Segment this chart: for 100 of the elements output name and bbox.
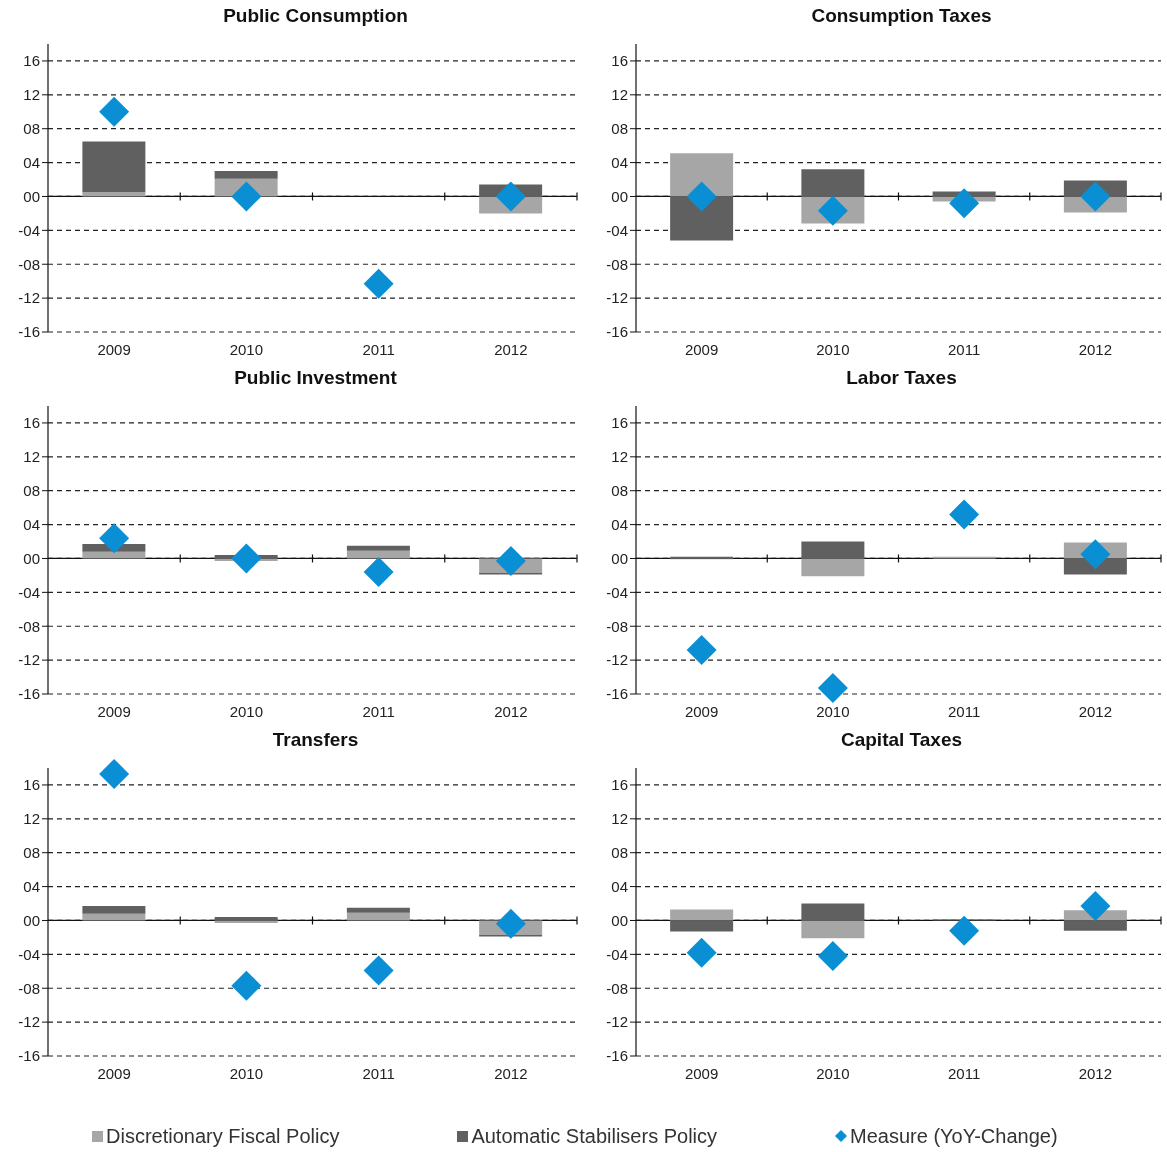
- x-tick-label: 2009: [684, 1064, 719, 1082]
- bar: [82, 141, 146, 193]
- y-tick-label: -16: [18, 323, 40, 341]
- y-tick-label: -04: [18, 945, 40, 963]
- y-tick-label: -04: [606, 221, 628, 239]
- y-tick-label: -16: [18, 685, 40, 703]
- y-tick-label: 00: [23, 911, 40, 929]
- y-tick-label: 04: [23, 515, 40, 533]
- y-tick-label: -08: [18, 617, 40, 635]
- y-tick-label: -12: [606, 289, 628, 307]
- y-tick-label: 00: [611, 911, 628, 929]
- x-tick-label: 2009: [97, 702, 131, 720]
- point: [495, 546, 526, 577]
- y-tick-label: 16: [23, 776, 40, 794]
- y-tick-label: 00: [611, 187, 628, 205]
- x-tick-label: 2009: [684, 340, 719, 358]
- y-tick-label: 00: [23, 187, 40, 205]
- y-tick-label: -04: [606, 583, 628, 601]
- y-tick-label: -12: [18, 1013, 40, 1031]
- y-tick-label: -12: [606, 651, 628, 669]
- chart-title: Public Consumption: [223, 5, 408, 26]
- y-tick-label: 04: [611, 877, 628, 895]
- y-tick-label: 16: [23, 414, 40, 432]
- bar: [346, 550, 410, 559]
- bar: [1063, 920, 1127, 931]
- chart-title: Capital Taxes: [840, 729, 963, 750]
- x-tick-label: 2011: [947, 1064, 981, 1082]
- y-tick-label: -12: [606, 1013, 628, 1031]
- point: [231, 543, 262, 574]
- point: [1080, 539, 1111, 570]
- y-tick-label: -04: [606, 945, 628, 963]
- point: [495, 181, 526, 212]
- y-tick-label: 12: [23, 448, 40, 466]
- y-tick-label: -16: [18, 1047, 40, 1065]
- bar: [670, 153, 734, 197]
- y-tick-label: 04: [611, 515, 628, 533]
- x-tick-label: 2012: [494, 702, 528, 720]
- x-tick-label: 2009: [97, 1064, 131, 1082]
- x-tick-label: 2012: [1078, 1064, 1113, 1082]
- y-tick-label: 16: [611, 414, 628, 432]
- y-tick-label: 08: [611, 844, 628, 862]
- x-tick-label: 2011: [947, 340, 981, 358]
- point: [231, 970, 262, 1001]
- y-tick-label: -16: [606, 1047, 628, 1065]
- x-tick-label: 2010: [816, 1064, 850, 1082]
- x-tick-label: 2012: [494, 1064, 528, 1082]
- point: [99, 758, 130, 789]
- bar: [82, 906, 146, 914]
- x-tick-label: 2012: [494, 340, 528, 358]
- y-tick-label: 08: [611, 482, 628, 500]
- y-tick-label: 16: [23, 52, 40, 70]
- point: [817, 941, 848, 972]
- y-tick-label: 08: [23, 120, 40, 138]
- y-tick-label: 08: [23, 482, 40, 500]
- y-tick-label: 12: [23, 86, 40, 104]
- point: [686, 634, 717, 665]
- point: [949, 188, 980, 219]
- bar: [801, 169, 865, 197]
- point: [817, 195, 848, 226]
- bar: [801, 920, 865, 939]
- y-tick-label: -04: [18, 221, 40, 239]
- point: [817, 673, 848, 704]
- y-tick-label: -16: [606, 323, 628, 341]
- y-tick-label: 04: [611, 153, 628, 171]
- point: [495, 908, 526, 939]
- point: [363, 268, 394, 299]
- bar: [346, 907, 410, 913]
- x-tick-label: 2012: [1078, 702, 1113, 720]
- x-tick-label: 2010: [229, 1064, 264, 1082]
- y-tick-label: -08: [606, 617, 628, 635]
- y-tick-label: -16: [606, 685, 628, 703]
- y-tick-label: 12: [611, 86, 628, 104]
- chart-title: Transfers: [272, 729, 359, 750]
- bar: [801, 903, 865, 921]
- y-tick-label: 00: [611, 549, 628, 567]
- y-tick-label: -04: [18, 583, 40, 601]
- x-tick-label: 2009: [684, 702, 719, 720]
- point: [363, 557, 394, 588]
- chart-title: Labor Taxes: [846, 367, 957, 388]
- point: [1080, 891, 1111, 922]
- point: [1080, 181, 1111, 212]
- point: [363, 955, 394, 986]
- bar: [801, 558, 865, 577]
- x-tick-label: 2011: [362, 702, 395, 720]
- bar: [670, 196, 734, 241]
- point: [686, 937, 717, 968]
- y-tick-label: 12: [23, 810, 40, 828]
- y-tick-label: 12: [611, 448, 628, 466]
- legend-label: Measure (YoY-Change): [850, 1124, 1058, 1148]
- x-tick-label: 2011: [362, 1064, 395, 1082]
- y-tick-label: 08: [611, 120, 628, 138]
- y-tick-label: -12: [18, 651, 40, 669]
- y-tick-label: 04: [23, 877, 40, 895]
- bar: [346, 912, 410, 921]
- x-tick-label: 2010: [816, 340, 850, 358]
- legend-label: Discretionary Fiscal Policy: [106, 1124, 340, 1148]
- y-tick-label: 04: [23, 153, 40, 171]
- point: [99, 523, 130, 554]
- y-tick-label: 16: [611, 52, 628, 70]
- y-tick-label: -08: [18, 255, 40, 273]
